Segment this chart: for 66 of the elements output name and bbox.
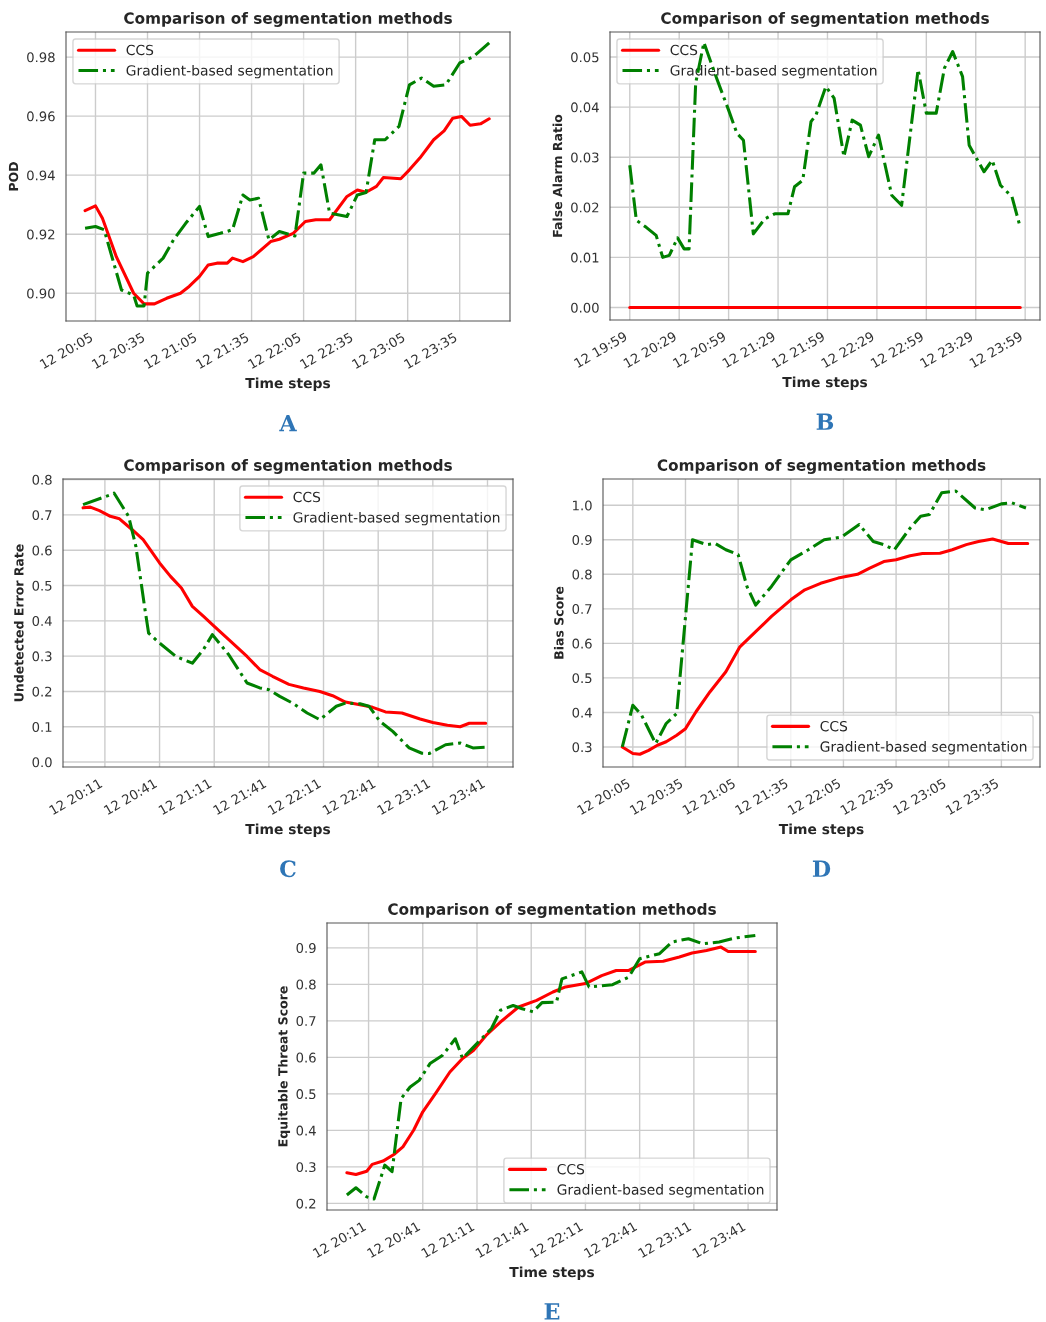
legend-label: Gradient-based segmentation (557, 1184, 764, 1198)
y-tick-label: 0.03 (571, 152, 599, 163)
y-tick-label: 0.4 (572, 707, 592, 718)
text: E (544, 1303, 560, 1320)
y-tick-label: 0.02 (571, 202, 599, 213)
legend-label: Gradient-based segmentation (293, 511, 500, 526)
y-tick-label: 0.8 (296, 979, 316, 990)
y-tick-label: 0.7 (296, 1016, 316, 1027)
y-tick-label: 0.2 (296, 1198, 316, 1209)
chart-title: Comparison of segmentation methods (661, 12, 989, 27)
legend-label: CCS (557, 1163, 585, 1175)
y-axis-title: Bias Score (553, 586, 564, 659)
y-axis-title: False Alarm Ratio (552, 114, 563, 237)
y-tick-label: 0.5 (572, 673, 592, 684)
y-tick-label: 0.3 (296, 1162, 316, 1173)
legend-label: CCS (670, 44, 698, 56)
y-tick-label: 0.4 (32, 616, 52, 627)
y-tick-label: 0.3 (32, 651, 52, 662)
y-tick-label: 0.3 (572, 742, 592, 753)
x-axis-title: Time steps (778, 823, 864, 837)
y-tick-label: 0.9 (296, 943, 316, 954)
y-tick-label: 0.0 (32, 757, 52, 768)
legend-label: Gradient-based segmentation (820, 741, 1027, 755)
y-axis-title: Equitable Threat Score (277, 986, 291, 1147)
chart-title: Comparison of segmentation methods (388, 903, 716, 918)
x-axis-title: Time steps (245, 823, 331, 837)
legend-label: Gradient-based segmentation (126, 64, 333, 79)
y-tick-label: 0.98 (27, 52, 55, 63)
text: B (816, 413, 834, 430)
y-tick-label: 0.7 (32, 510, 52, 521)
chart-title: Comparison of segmentation methods (124, 12, 452, 27)
y-tick-label: 0.8 (572, 569, 592, 580)
y-tick-label: 0.6 (572, 638, 592, 649)
x-axis-title: Time steps (509, 1266, 595, 1280)
chart-title: Comparison of segmentation methods (657, 459, 986, 474)
y-tick-label: 0.5 (32, 580, 52, 591)
legend-label: CCS (293, 491, 321, 503)
text: A (279, 414, 297, 432)
text: D (812, 860, 831, 877)
y-tick-label: 1.0 (573, 500, 592, 511)
y-tick-label: 0.9 (572, 535, 592, 545)
y-tick-label: 0.8 (32, 474, 52, 485)
y-tick-label: 0.00 (571, 302, 599, 313)
y-axis-title: POD (8, 162, 19, 191)
y-tick-label: 0.4 (296, 1125, 316, 1136)
chart-title: Comparison of segmentation methods (124, 459, 452, 474)
y-tick-label: 0.90 (27, 288, 55, 299)
legend-label: CCS (820, 720, 848, 732)
y-tick-label: 0.96 (27, 111, 55, 122)
y-axis-title: Undetected Error Rate (13, 544, 24, 702)
y-tick-label: 0.5 (296, 1089, 316, 1100)
y-tick-label: 0.01 (571, 252, 599, 263)
y-tick-label: 0.94 (27, 170, 55, 181)
x-axis-title: Time steps (782, 376, 868, 390)
y-tick-label: 0.2 (32, 686, 52, 697)
y-tick-label: 0.05 (571, 52, 599, 63)
y-tick-label: 0.6 (32, 545, 52, 556)
y-tick-label: 0.6 (296, 1052, 316, 1063)
y-tick-label: 0.7 (572, 604, 592, 615)
y-tick-label: 0.92 (27, 229, 55, 240)
y-tick-label: 0.04 (571, 102, 599, 113)
y-tick-label: 0.1 (32, 721, 52, 732)
x-axis-title: Time steps (245, 377, 331, 391)
legend-label: Gradient-based segmentation (670, 64, 877, 79)
text: C (280, 860, 296, 878)
legend-label: CCS (126, 44, 154, 56)
